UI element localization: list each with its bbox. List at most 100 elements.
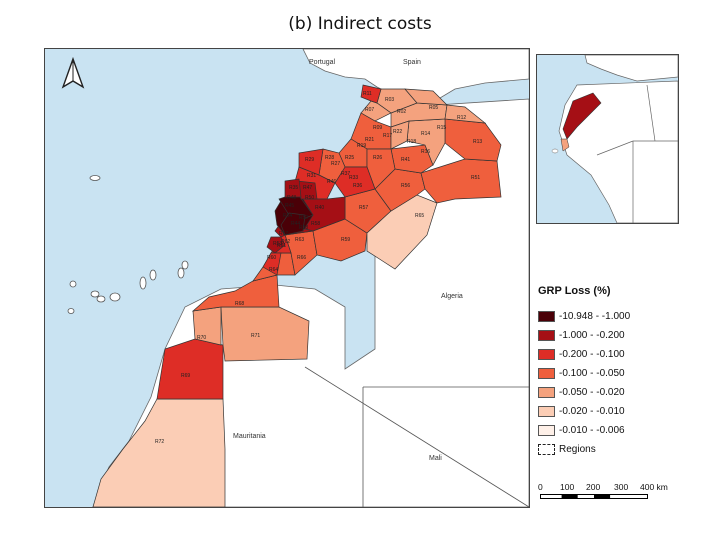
legend-label: -0.050 - -0.020 xyxy=(559,387,625,398)
region-label: R25 xyxy=(345,155,354,161)
region-label: R62 xyxy=(281,239,290,245)
region-label: R60 xyxy=(267,255,276,261)
legend-swatch xyxy=(538,311,555,322)
scale-tick-label: 400 km xyxy=(640,482,668,492)
region-r72 xyxy=(92,398,226,507)
region-label: R17 xyxy=(383,133,392,139)
legend-swatch-regions xyxy=(538,444,555,455)
region-label: R52 xyxy=(299,215,308,221)
region-label: R45 xyxy=(285,203,294,209)
region-label: R41 xyxy=(401,157,410,163)
region-label-group: R02 R03 R05 R07 R09 R11 R12 R13 R14 R15 … xyxy=(155,91,482,445)
region-label: R70 xyxy=(197,335,206,341)
region-r26 xyxy=(366,148,396,190)
region-r55 xyxy=(366,194,438,270)
region-label: R65 xyxy=(415,213,424,219)
region-label: R11 xyxy=(363,91,372,97)
region-r12 xyxy=(444,104,487,124)
region-label: R36 xyxy=(353,183,362,189)
region-label: R02 xyxy=(397,109,406,115)
label-mali: Mali xyxy=(429,455,442,462)
scale-bar: 0 100 200 300 400 km xyxy=(538,482,678,508)
region-label: R46 xyxy=(327,179,336,185)
legend-title: GRP Loss (%) xyxy=(538,285,611,297)
region-label: R16 xyxy=(421,149,430,155)
legend-swatch xyxy=(538,330,555,341)
region-label: R59 xyxy=(341,237,350,243)
scale-tick-label: 100 xyxy=(560,482,575,492)
legend-item: -0.200 - -0.100 xyxy=(538,345,708,364)
region-r02 xyxy=(404,88,448,106)
region-label: R38 xyxy=(299,225,308,231)
region-label: R15 xyxy=(437,125,446,131)
legend-label: -0.200 - -0.100 xyxy=(559,349,625,360)
region-label: R71 xyxy=(251,333,260,339)
legend-item: -0.100 - -0.050 xyxy=(538,364,708,383)
region-label: R12 xyxy=(457,115,466,121)
region-label: R47 xyxy=(303,185,312,191)
label-algeria: Algeria xyxy=(441,293,463,300)
region-label: R67 xyxy=(279,231,288,237)
regions xyxy=(92,84,502,507)
region-label: R58 xyxy=(311,221,320,227)
region-label: R66 xyxy=(297,255,306,261)
region-r22 xyxy=(390,120,410,150)
legend-label: -0.010 - -0.006 xyxy=(559,425,625,436)
region-r35 xyxy=(284,178,302,198)
region-label: R05 xyxy=(429,105,438,111)
region-r60 xyxy=(262,252,282,276)
region-label: R54 xyxy=(283,213,292,219)
legend-item-regions: Regions xyxy=(538,440,708,459)
region-label: R19 xyxy=(357,143,366,149)
inset-map xyxy=(536,54,679,224)
legend-swatch xyxy=(538,425,555,436)
region-label: R37 xyxy=(341,171,350,177)
main-map: R02 R03 R05 R07 R09 R11 R12 R13 R14 R15 … xyxy=(44,48,530,508)
legend: GRP Loss (%) -10.948 - -1.000 -1.000 - -0… xyxy=(538,285,708,459)
scale-tick-label: 300 xyxy=(614,482,629,492)
region-label: R13 xyxy=(473,139,482,145)
inset-canvas xyxy=(551,55,678,223)
region-label: R33 xyxy=(349,175,358,181)
legend-label-regions: Regions xyxy=(559,444,596,455)
legend-swatch xyxy=(538,406,555,417)
legend-item: -0.010 - -0.006 xyxy=(538,421,708,440)
region-label: R56 xyxy=(401,183,410,189)
region-r69 xyxy=(156,338,224,400)
legend-swatch xyxy=(538,368,555,379)
legend-item: -10.948 - -1.000 xyxy=(538,307,708,326)
scale-tick-label: 0 xyxy=(538,482,543,492)
region-label: R09 xyxy=(373,125,382,131)
region-label: R57 xyxy=(359,205,368,211)
legend-item: -0.050 - -0.020 xyxy=(538,383,708,402)
region-label: R63 xyxy=(295,237,304,243)
region-label: R22 xyxy=(393,129,402,135)
region-r71 xyxy=(220,306,310,362)
region-label: R68 xyxy=(235,301,244,307)
legend-label: -10.948 - -1.000 xyxy=(559,311,631,322)
region-label: R14 xyxy=(421,131,430,137)
islands xyxy=(67,175,189,314)
region-label: R48 xyxy=(287,195,296,201)
region-label: R27 xyxy=(331,161,340,167)
map-canvas: R02 R03 R05 R07 R09 R11 R12 R13 R14 R15 … xyxy=(61,49,529,507)
legend-item: -0.020 - -0.010 xyxy=(538,402,708,421)
map-title: (b) Indirect costs xyxy=(288,14,432,34)
region-label: R31 xyxy=(307,173,316,179)
region-label: R03 xyxy=(385,97,394,103)
region-label: R44 xyxy=(291,221,300,227)
region-label: R61 xyxy=(277,243,286,249)
scale-bar-graphic xyxy=(540,494,648,499)
region-r11 xyxy=(360,84,382,104)
scale-tick-label: 200 xyxy=(586,482,601,492)
label-portugal: Portugal xyxy=(309,59,336,66)
region-r53 xyxy=(266,236,286,254)
label-spain: Spain xyxy=(403,59,421,66)
legend-label: -0.020 - -0.010 xyxy=(559,406,625,417)
north-arrow-icon xyxy=(61,56,85,89)
region-label: R28 xyxy=(325,155,334,161)
region-label: R40 xyxy=(315,205,324,211)
legend-swatch xyxy=(538,387,555,398)
legend-label: -1.000 - -0.200 xyxy=(559,330,625,341)
region-label: R51 xyxy=(471,175,480,181)
